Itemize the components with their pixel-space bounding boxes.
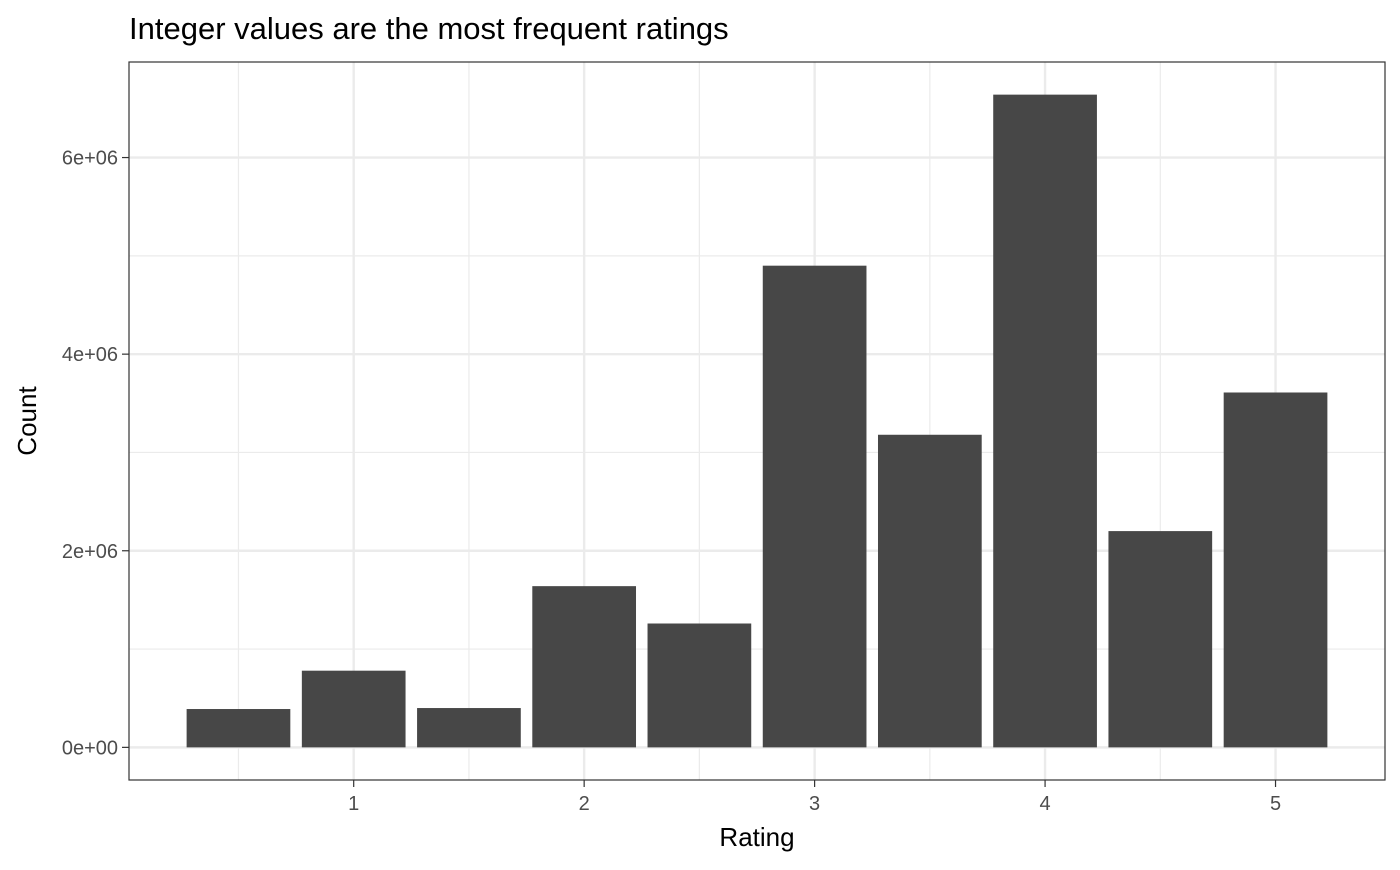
y-tick-label: 4e+06 bbox=[62, 344, 118, 366]
x-axis-label: Rating bbox=[719, 822, 794, 852]
x-tick-label: 3 bbox=[809, 793, 820, 815]
panel-border bbox=[128, 61, 1386, 781]
y-tick-label: 0e+00 bbox=[62, 737, 118, 759]
bar bbox=[417, 708, 521, 748]
bar bbox=[993, 94, 1097, 748]
bar bbox=[1108, 531, 1213, 748]
bar bbox=[762, 265, 867, 748]
bar bbox=[301, 670, 406, 748]
bar bbox=[532, 586, 637, 748]
bar bbox=[877, 434, 982, 748]
bar bbox=[186, 709, 291, 748]
bar bbox=[647, 623, 752, 748]
x-tick-label: 5 bbox=[1270, 793, 1281, 815]
x-tick-label: 4 bbox=[1040, 793, 1051, 815]
y-axis-label: Count bbox=[12, 386, 42, 456]
y-tick-label: 2e+06 bbox=[62, 541, 118, 563]
y-tick-label: 6e+06 bbox=[62, 148, 118, 170]
bar bbox=[1223, 392, 1328, 748]
x-tick-label: 2 bbox=[579, 793, 590, 815]
axis-layer: 0e+00 2e+06 4e+06 6e+06 1 2 3 4 5 bbox=[62, 148, 1281, 815]
bars-layer bbox=[186, 94, 1328, 748]
x-tick-label: 1 bbox=[348, 793, 359, 815]
chart-title: Integer values are the most frequent rat… bbox=[129, 11, 729, 46]
